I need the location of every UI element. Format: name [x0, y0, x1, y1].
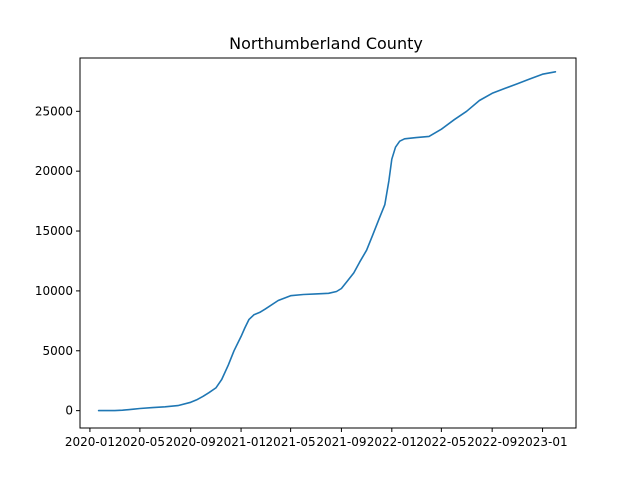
x-tick-label: 2020-05 [115, 435, 165, 449]
y-tick-label: 0 [65, 404, 73, 418]
y-tick-label: 10000 [35, 284, 73, 298]
y-tick-label: 25000 [35, 104, 73, 118]
x-tick-label: 2021-09 [316, 435, 366, 449]
y-tick-label: 20000 [35, 164, 73, 178]
series-line [97, 71, 557, 412]
plot-area: 2020-01 2020-05 2020-09 2021-01 2021-05 2021-… [35, 71, 568, 449]
axes-frame [79, 57, 577, 429]
x-tick-label: 2021-01 [216, 435, 266, 449]
x-tick-label: 2022-05 [416, 435, 466, 449]
x-tick-label: 2020-09 [166, 435, 216, 449]
x-tick-label: 2022-09 [467, 435, 517, 449]
y-tick-label: 15000 [35, 224, 73, 238]
x-tick-label: 2023-01 [517, 435, 567, 449]
x-tick-label: 2021-05 [266, 435, 316, 449]
x-tick-label: 2022-01 [367, 435, 417, 449]
x-tick-label: 2020-01 [65, 435, 115, 449]
chart-title: Northumberland County [229, 34, 423, 53]
y-tick-label: 5000 [42, 344, 73, 358]
